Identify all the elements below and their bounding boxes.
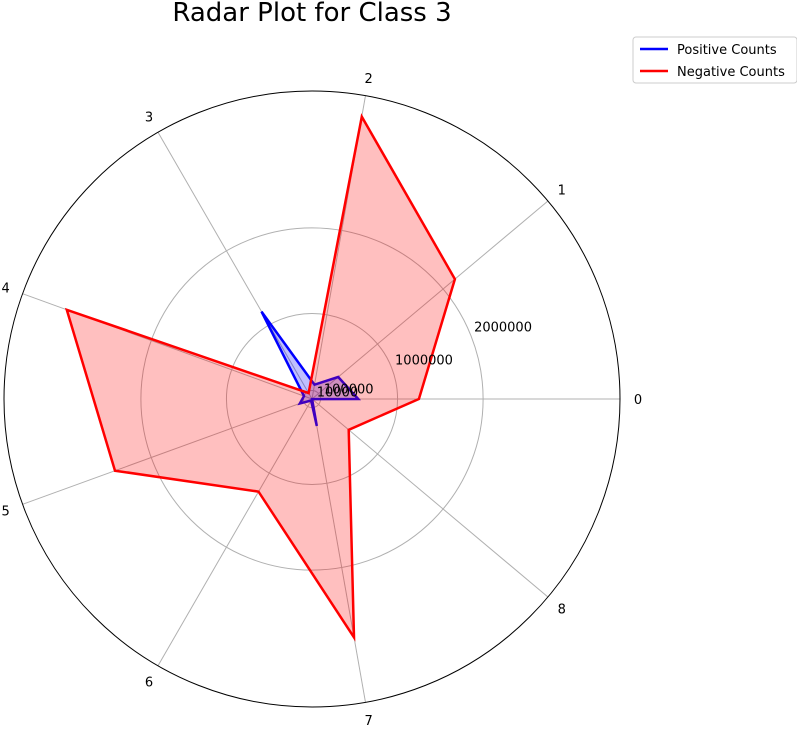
category-label-0: 0 [634,393,642,408]
category-label-4: 4 [2,282,10,297]
category-label-2: 2 [364,72,372,87]
legend: Positive Counts Negative Counts [632,36,797,84]
spoke-5 [22,398,313,505]
radial-tick-label-0: 10000 [317,386,358,401]
outer-frame [3,90,621,708]
spoke-8 [311,398,549,598]
radial-tick-label-1: 100000 [324,383,374,398]
spoke-3 [157,132,313,400]
spoke-1 [311,200,549,400]
legend-label-positive: Positive Counts [677,43,777,58]
chart-title: Radar Plot for Class 3 [172,0,451,28]
category-label-5: 5 [2,504,10,519]
series-1-polygon [64,113,457,642]
radial-tick-label-2: 1000000 [395,353,453,368]
spoke-7 [311,398,366,703]
legend-label-negative: Negative Counts [677,65,785,80]
category-label-7: 7 [364,714,372,729]
category-label-1: 1 [558,183,566,198]
radial-tick-label-3: 2000000 [474,321,532,336]
category-label-3: 3 [145,111,153,126]
legend-box [632,36,797,84]
series-layer [64,113,457,642]
category-label-6: 6 [145,675,153,690]
category-label-8: 8 [558,603,566,618]
series-0-polygon [260,310,362,427]
spoke-6 [157,398,313,666]
